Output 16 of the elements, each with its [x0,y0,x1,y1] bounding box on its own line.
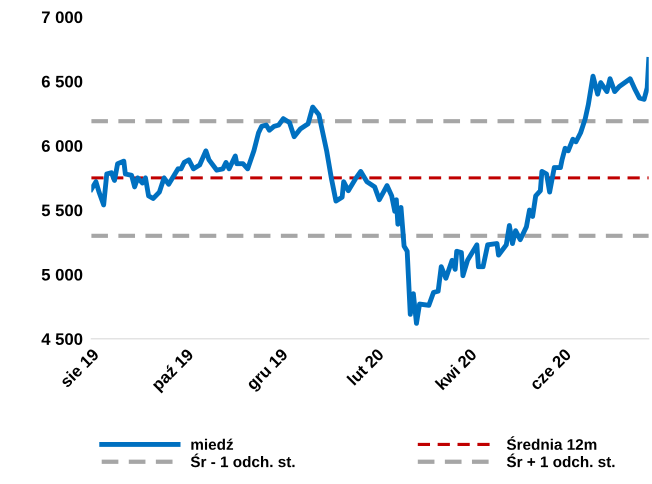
y-tick-label: 4 500 [41,333,82,346]
x-tick-label: sie 19 [58,348,100,388]
x-tick-label: cze 20 [528,348,572,391]
x-tick-label: kwi 20 [434,348,478,390]
legend-label: Śr + 1 odch. st. [506,454,614,468]
legend-label: Śr - 1 odch. st. [190,454,295,468]
y-tick-label: 6 000 [42,140,82,152]
legend-label: miedź [191,438,234,450]
y-tick-label: 5 000 [42,268,82,281]
y-tick-label: 6 500 [42,76,82,88]
line-series [91,56,649,326]
x-tick-label: lut 20 [346,348,384,386]
y-tick-label: 7 000 [42,11,82,24]
x-tick-label: gru 19 [246,348,291,393]
y-tick-label: 5 500 [42,204,82,216]
legend-label: Średnia 12m [506,436,596,450]
